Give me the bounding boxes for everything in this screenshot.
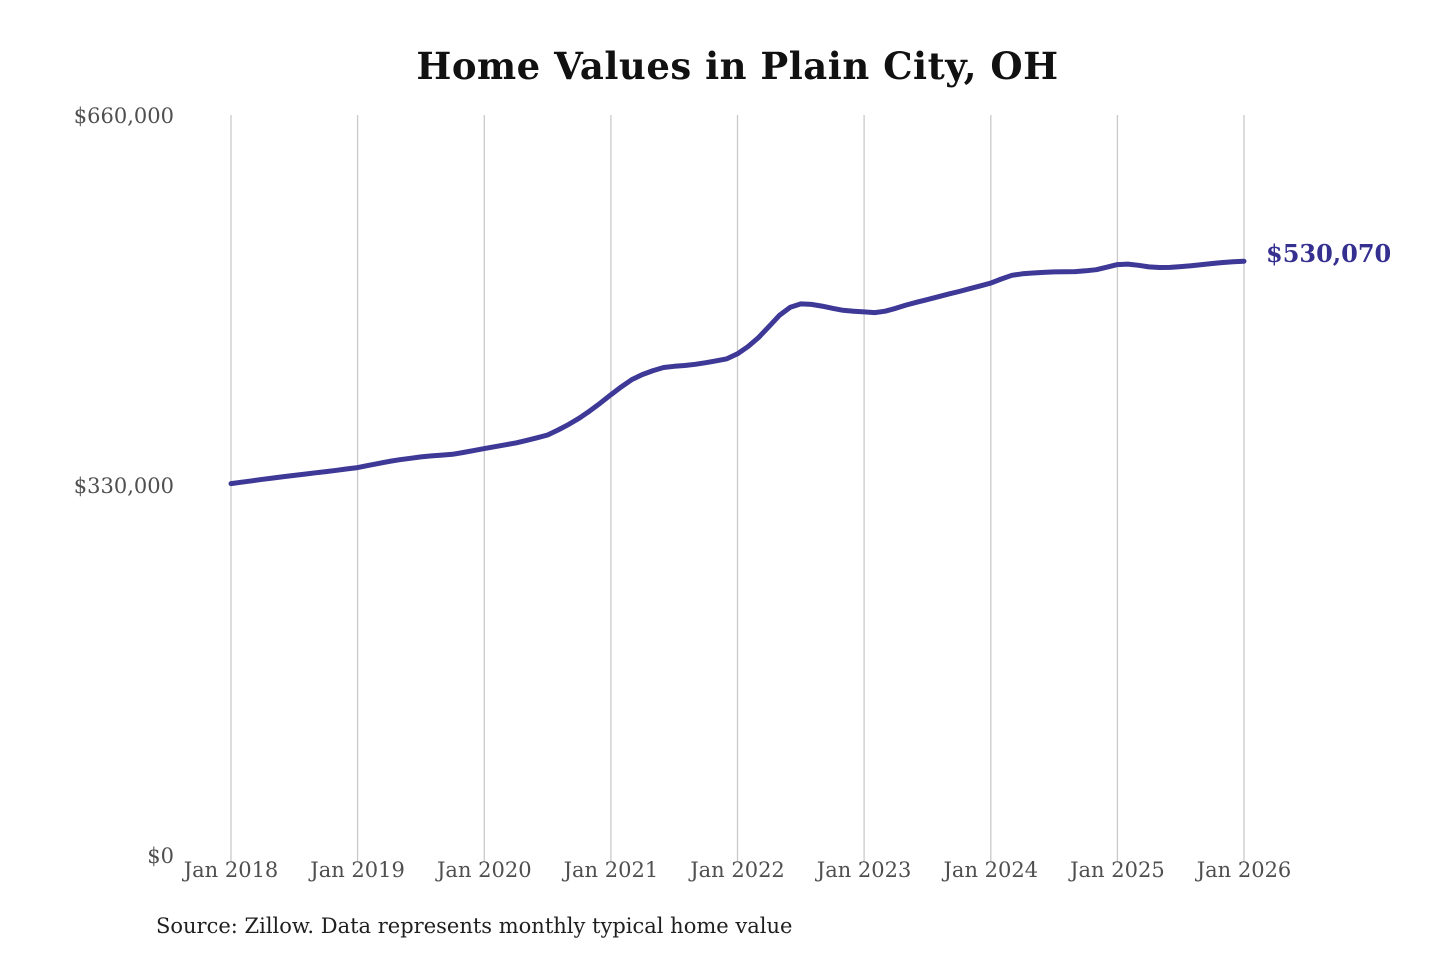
x-tick-label: Jan 2025: [1070, 858, 1165, 882]
chart-title: Home Values in Plain City, OH: [416, 44, 1059, 88]
x-tick-label: Jan 2020: [437, 858, 532, 882]
y-tick-label: $0: [147, 843, 174, 868]
y-tick-label: $660,000: [73, 103, 174, 128]
x-tick-label: Jan 2024: [943, 858, 1039, 882]
x-tick-label: Jan 2026: [1196, 858, 1292, 882]
x-tick-label: Jan 2022: [690, 858, 785, 882]
home-value-line: [228, 258, 1247, 487]
x-tick-label: Jan 2021: [563, 858, 659, 882]
x-tick-label: Jan 2019: [310, 858, 405, 882]
y-tick-label: $330,000: [73, 473, 174, 498]
latest-value-annotation: $530,070: [1266, 239, 1392, 268]
vertical-gridlines: [230, 115, 1245, 862]
source-note: Source: Zillow. Data represents monthly …: [156, 914, 793, 938]
x-tick-label: Jan 2023: [816, 858, 912, 882]
x-tick-label: Jan 2018: [183, 858, 279, 882]
